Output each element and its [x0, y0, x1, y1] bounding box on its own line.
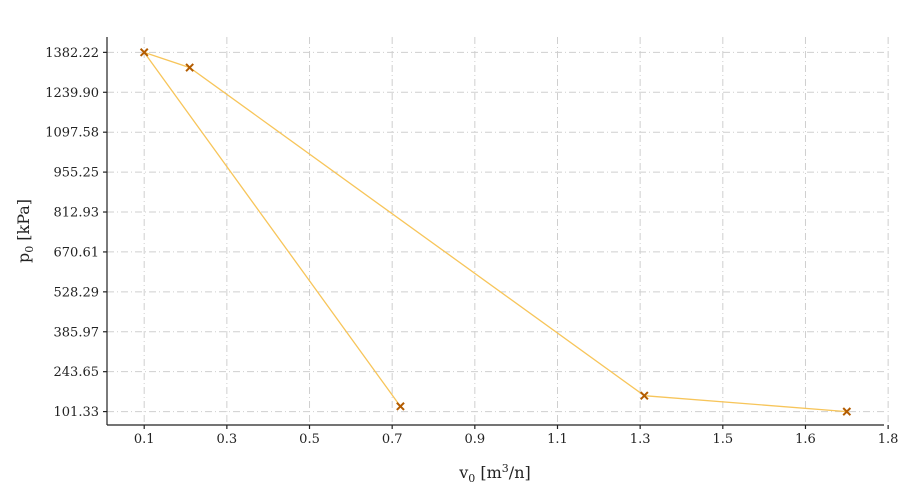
x-tick-label: 0.1	[134, 432, 155, 447]
y-axis-label: p0 [kPa]	[14, 199, 36, 263]
x-tick-label: 0.3	[217, 432, 238, 447]
data-point-marker	[639, 391, 649, 401]
x-tick-label: 1.6	[795, 432, 816, 447]
x-tick-label: 0.9	[464, 432, 485, 447]
data-point-marker	[842, 407, 852, 416]
x-tick-label: 0.7	[382, 432, 403, 447]
y-tick-label: 1382.22	[45, 46, 99, 61]
x-tick-label: 1.8	[878, 432, 899, 447]
data-point-marker	[139, 48, 149, 57]
y-tick-label: 812.93	[54, 206, 100, 221]
x-tick-layer: 0.1 0.3 0.5 0.7 0.9 1.1 1.3 1.5 1.6 1.8	[134, 425, 899, 447]
x-axis-label: v0 [m3/n]	[458, 462, 530, 485]
y-tick-layer: 101.33 243.65 385.97 528.29 670.61 812.93 955.…	[45, 46, 107, 420]
y-tick-label: 955.25	[54, 166, 100, 181]
y-tick-label: 243.65	[54, 365, 100, 380]
y-tick-label: 1097.58	[45, 126, 99, 141]
axes-layer	[106, 37, 884, 426]
data-point-marker	[185, 63, 194, 72]
x-tick-label: 1.3	[630, 432, 651, 447]
grid-layer	[107, 37, 889, 425]
x-tick-label: 0.5	[299, 432, 320, 447]
x-tick-label: 1.1	[547, 432, 568, 447]
data-point-marker	[396, 402, 405, 411]
series-layer	[139, 48, 852, 416]
x-tick-label: 1.5	[712, 432, 733, 447]
y-tick-label: 528.29	[54, 285, 100, 300]
series-line	[142, 51, 847, 413]
y-tick-label: 101.33	[54, 405, 100, 420]
y-tick-label: 1239.90	[45, 86, 99, 101]
y-tick-label: 385.97	[54, 325, 100, 340]
y-tick-label: 670.61	[54, 245, 100, 260]
